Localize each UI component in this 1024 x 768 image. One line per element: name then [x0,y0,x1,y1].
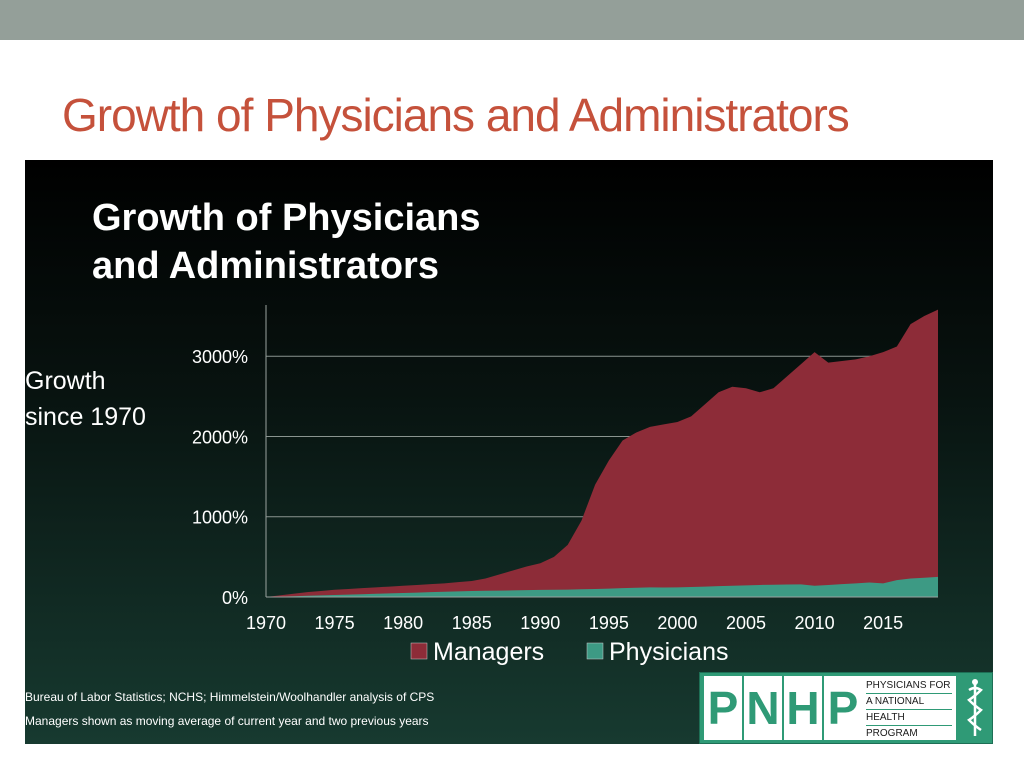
logo-word: PROGRAM [866,728,918,739]
y-tick-label: 2000% [192,427,248,447]
chart-title: Growth of Physicians and Administrators [92,197,481,287]
pnhp-logo: P N H P PHYSICIANS FOR A NATIONAL HEALTH… [699,672,993,744]
caduceus-icon [967,679,983,736]
x-tick-label: 2005 [726,613,766,633]
top-accent-bar [0,0,1024,40]
legend-item-physicians-label: Physicians [609,638,729,666]
logo-word: PHYSICIANS FOR [866,678,952,694]
area-chart: 0% 1000% 2000% 3000% 1970 1975 1980 1985 1990 199… [192,305,938,666]
logo-word: HEALTH [866,710,952,726]
logo-letter: N [744,676,782,740]
legend-item-physicians-swatch [586,642,604,660]
legend: Managers Physicians [410,638,729,666]
x-tick-label: 1995 [589,613,629,633]
x-tick-label: 2015 [863,613,903,633]
y-tick-label: 0% [222,588,248,608]
x-tick-label: 1985 [452,613,492,633]
axes [265,305,938,598]
logo-words: PHYSICIANS FOR A NATIONAL HEALTH PROGRAM [862,676,956,740]
logo-letter: P [824,676,862,740]
y-axis-label: Growth since 1970 [25,367,146,431]
slide-title: Growth of Physicians and Administrators [62,89,850,141]
logo-letter: H [784,676,822,740]
tick-labels: 0% 1000% 2000% 3000% 1970 1975 1980 1985 1990 199… [192,347,903,633]
logo-letter: P [704,676,742,740]
source-line-2: Managers shown as moving average of curr… [25,714,429,728]
source-notes: Bureau of Labor Statistics; NCHS; Himmel… [25,688,434,736]
x-tick-label: 1980 [383,613,423,633]
x-tick-label: 1975 [315,613,355,633]
legend-item-managers-swatch [410,642,428,660]
y-tick-label: 3000% [192,347,248,367]
data-areas [266,309,938,597]
x-tick-label: 1970 [246,613,286,633]
legend-item-managers-label: Managers [433,638,544,666]
y-tick-label: 1000% [192,508,248,528]
logo-word: A NATIONAL [866,694,952,710]
chart-panel: Growth of Physicians and Administrators … [25,160,993,744]
series-area-managers [266,309,938,597]
x-tick-label: 2000 [657,613,697,633]
x-tick-label: 1990 [520,613,560,633]
x-tick-label: 2010 [795,613,835,633]
series-area-physicians [266,576,938,597]
source-line-1: Bureau of Labor Statistics; NCHS; Himmel… [25,690,435,704]
